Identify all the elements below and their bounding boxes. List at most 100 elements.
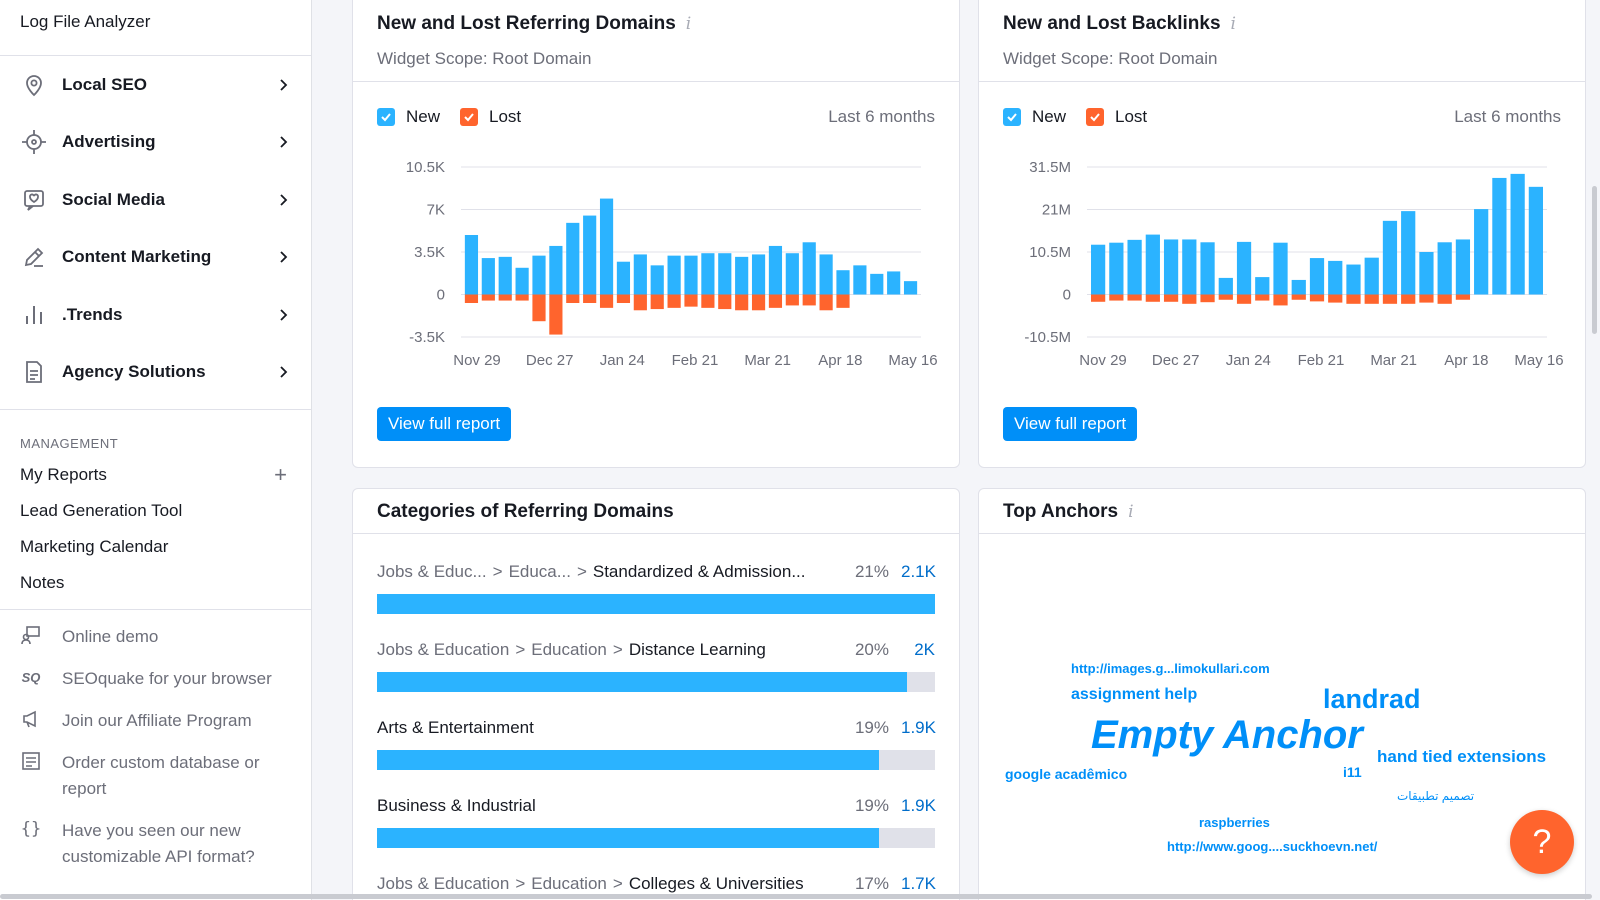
info-icon[interactable]: i bbox=[685, 14, 692, 34]
lost-bar bbox=[532, 294, 546, 322]
sidebar-item-label: Social Media bbox=[62, 189, 165, 209]
view-full-report-button[interactable]: View full report bbox=[377, 407, 512, 441]
anchor-word[interactable]: landrad bbox=[1323, 684, 1421, 714]
sidebar-item-social-media[interactable]: Social Media bbox=[0, 171, 311, 229]
anchor-word[interactable]: assignment help bbox=[1071, 686, 1198, 703]
lost-bar bbox=[1255, 294, 1270, 301]
anchor-word[interactable]: raspberries bbox=[1199, 815, 1270, 830]
period-selector[interactable]: Last 6 months bbox=[1454, 107, 1561, 126]
category-row[interactable]: Jobs & Educ... > Educa... > Standardized & A… bbox=[377, 558, 936, 614]
legend-label: Lost bbox=[489, 107, 522, 126]
sidebar-item-lead-generation-tool[interactable]: Lead Generation Tool bbox=[20, 493, 291, 529]
lost-bar bbox=[1419, 294, 1434, 303]
sidebar-item-notes[interactable]: Notes bbox=[20, 565, 291, 601]
pencil-icon bbox=[20, 243, 48, 271]
plus-icon[interactable]: + bbox=[274, 462, 287, 487]
card-header: New and Lost Backlinks i Widget Scope: R… bbox=[979, 0, 1585, 82]
link-affiliate-program[interactable]: Join our Affiliate Program bbox=[20, 708, 291, 734]
sidebar-item-trends[interactable]: .Trends bbox=[0, 286, 311, 344]
anchor-word[interactable]: http://images.g...limokullari.com bbox=[1071, 661, 1270, 676]
sidebar-item-advertising[interactable]: Advertising bbox=[0, 114, 311, 172]
new-bar bbox=[751, 254, 766, 295]
view-full-report-button[interactable]: View full report bbox=[1003, 407, 1138, 441]
help-button[interactable]: ? bbox=[1510, 810, 1574, 874]
category-row[interactable]: Jobs & Education > Education > Colleges & Un… bbox=[377, 870, 936, 900]
management-header: MANAGEMENT bbox=[20, 436, 119, 451]
anchor-word[interactable]: google acadêmico bbox=[1005, 766, 1128, 782]
category-count-link[interactable]: 1.9K bbox=[901, 796, 936, 815]
sidebar-item-local-seo[interactable]: Local SEO bbox=[0, 56, 311, 114]
seoquake-icon: SQ bbox=[21, 669, 41, 685]
category-count-link[interactable]: 1.9K bbox=[901, 718, 936, 737]
anchor-word[interactable]: i11 bbox=[1343, 764, 1362, 780]
anchor-word[interactable]: hand tied extensions bbox=[1377, 747, 1547, 766]
lost-bar bbox=[735, 294, 749, 311]
sidebar-item-label: .Trends bbox=[62, 304, 123, 324]
vertical-scrollbar[interactable] bbox=[1592, 186, 1597, 334]
checkbox-lost[interactable] bbox=[460, 108, 479, 126]
crosshair-icon bbox=[20, 128, 48, 156]
info-icon[interactable]: i bbox=[1230, 14, 1236, 34]
link-api-format[interactable]: {} Have you seen our new customizable AP… bbox=[20, 818, 291, 870]
horizontal-scrollbar[interactable] bbox=[0, 894, 1592, 899]
legend-lost[interactable]: Lost bbox=[1086, 107, 1147, 127]
referring-domains-chart: 10.5K 7K 3.5K 0 -3.5K Nov 29 Dec 27 Jan 24 Feb 2… bbox=[377, 151, 938, 381]
anchor-word[interactable]: تصميم تطبيقات bbox=[1397, 789, 1475, 803]
path-separator: > bbox=[515, 640, 526, 659]
x-tick-label: Dec 27 bbox=[1152, 352, 1200, 369]
legend-lost[interactable]: Lost bbox=[460, 107, 521, 127]
category-count-link[interactable]: 2.1K bbox=[901, 562, 936, 581]
new-bar bbox=[1091, 244, 1106, 295]
checkbox-new[interactable] bbox=[1003, 108, 1021, 126]
card-title: Top Anchors i bbox=[1003, 501, 1561, 523]
presenter-icon bbox=[20, 624, 42, 646]
sidebar-item-marketing-calendar[interactable]: Marketing Calendar bbox=[20, 529, 291, 565]
legend-new[interactable]: New bbox=[377, 107, 440, 127]
new-bar bbox=[1364, 257, 1379, 295]
link-seoquake[interactable]: SQ SEOquake for your browser bbox=[20, 666, 291, 692]
new-bar bbox=[667, 255, 681, 295]
link-online-demo[interactable]: Online demo bbox=[20, 624, 291, 650]
new-bar bbox=[566, 222, 580, 295]
widget-scope: Widget Scope: Root Domain bbox=[377, 49, 592, 68]
new-bar bbox=[1145, 234, 1160, 295]
category-percent: 20% bbox=[854, 640, 889, 659]
lost-bar bbox=[1109, 294, 1124, 301]
lost-bar bbox=[549, 294, 563, 335]
category-count-link[interactable]: 2K bbox=[914, 640, 935, 659]
sidebar-item-agency-solutions[interactable]: Agency Solutions bbox=[0, 344, 311, 402]
category-row[interactable]: Jobs & Education > Education > Distance Lear… bbox=[377, 636, 935, 692]
x-tick-label: Feb 21 bbox=[672, 352, 719, 369]
lost-bar bbox=[1218, 294, 1233, 300]
new-bar bbox=[684, 255, 698, 295]
new-bar bbox=[1492, 177, 1507, 295]
new-bar bbox=[1346, 264, 1361, 295]
sidebar-item-content-marketing[interactable]: Content Marketing bbox=[0, 229, 311, 287]
x-tick-label: Dec 27 bbox=[526, 352, 574, 369]
y-tick-label: -3.5K bbox=[409, 329, 445, 346]
period-selector[interactable]: Last 6 months bbox=[828, 107, 935, 126]
chevron-right-icon bbox=[280, 79, 288, 91]
lost-bar bbox=[1346, 294, 1361, 304]
category-count-link[interactable]: 1.7K bbox=[901, 874, 936, 893]
checkbox-new[interactable] bbox=[377, 108, 395, 126]
legend-new[interactable]: New bbox=[1003, 107, 1066, 127]
document-icon bbox=[20, 358, 48, 386]
x-tick-label: May 16 bbox=[1514, 352, 1563, 369]
anchor-word[interactable]: http://www.goog....suckhoevn.net/ bbox=[1167, 839, 1378, 854]
link-label: Online demo bbox=[62, 627, 159, 646]
sidebar-item-log-file-analyzer[interactable]: Log File Analyzer bbox=[0, 0, 311, 56]
checkbox-lost[interactable] bbox=[1086, 108, 1105, 126]
lost-bar bbox=[1291, 294, 1306, 300]
category-row[interactable]: Arts & Entertainment 19% 1.9K bbox=[377, 714, 936, 770]
lost-bar bbox=[1145, 294, 1160, 302]
link-order-custom-database[interactable]: Order custom database or report bbox=[20, 750, 291, 802]
anchor-word[interactable]: Empty Anchor bbox=[1091, 713, 1363, 757]
new-bar bbox=[1255, 277, 1270, 295]
lost-bar bbox=[650, 294, 664, 310]
category-row[interactable]: Business & Industrial 19% 1.9K bbox=[377, 792, 936, 848]
sidebar-item-my-reports[interactable]: My Reports + bbox=[20, 457, 291, 493]
legend-label: New bbox=[406, 107, 441, 126]
info-icon[interactable]: i bbox=[1128, 502, 1134, 522]
category-segment: Jobs & Education bbox=[377, 874, 510, 893]
